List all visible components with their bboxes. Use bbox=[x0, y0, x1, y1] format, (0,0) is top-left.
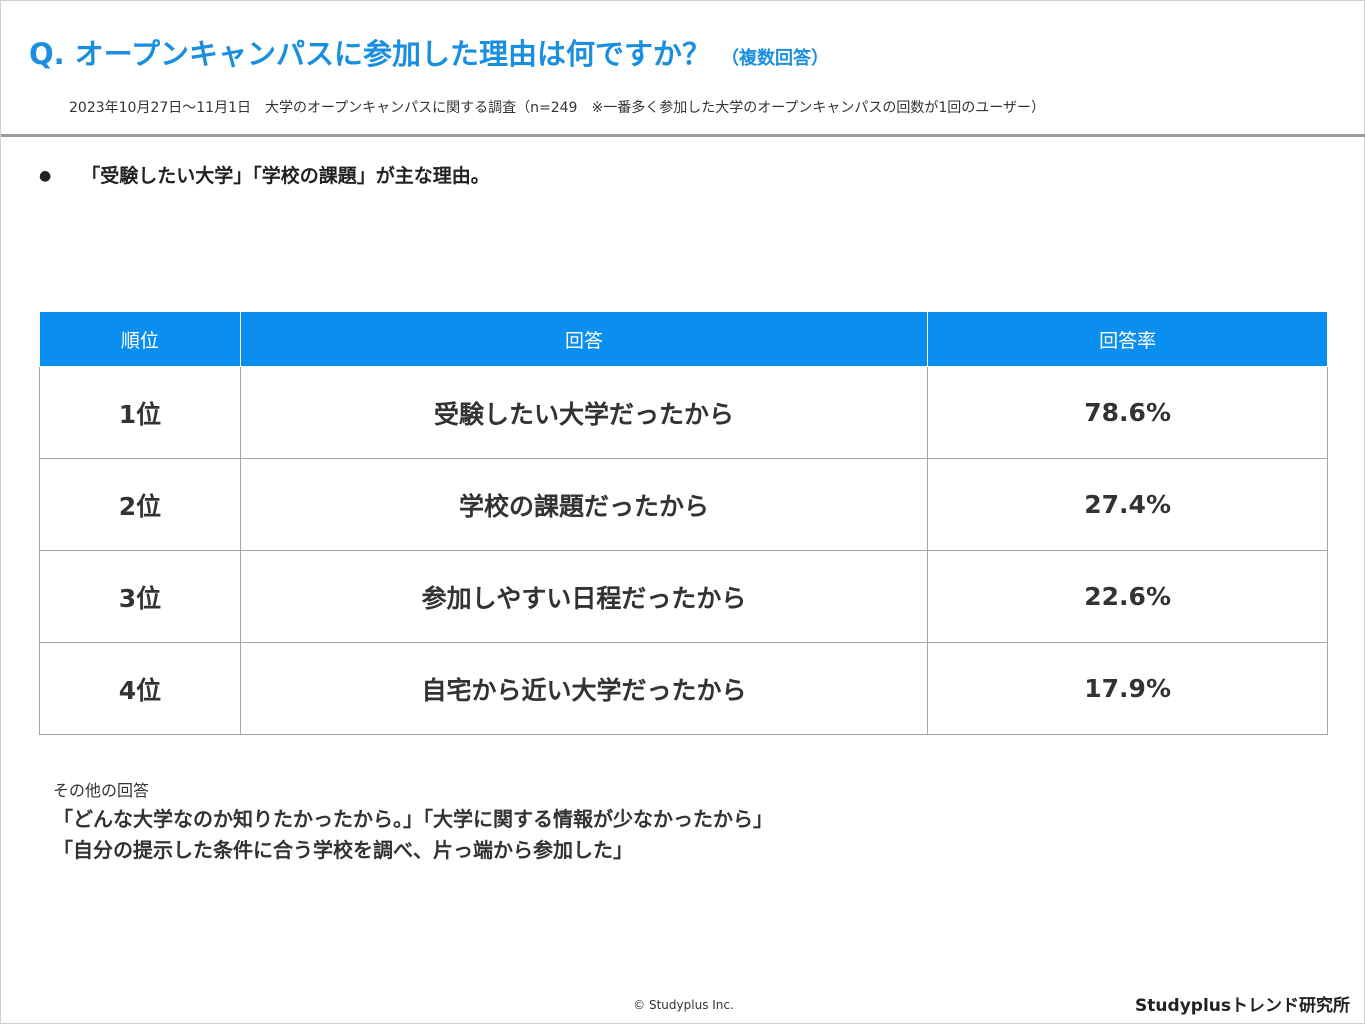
survey-note: 2023年10月27日～11月1日 大学のオープンキャンパスに関する調査（n=2… bbox=[69, 100, 1045, 116]
header-divider bbox=[1, 134, 1365, 137]
bullet-icon: ● bbox=[39, 168, 52, 184]
rank-cell: 4位 bbox=[39, 642, 241, 735]
header-rate: 回答率 bbox=[927, 311, 1328, 367]
table-header-row: 順位 回答 回答率 bbox=[39, 311, 1328, 367]
summary-text: 「受験したい大学」「学校の課題」が主な理由。 bbox=[81, 165, 490, 187]
summary-bullet: ● 「受験したい大学」「学校の課題」が主な理由。 bbox=[39, 161, 490, 188]
other-answer-line: 「自分の提示した条件に合う学校を調べ、片っ端から参加した」 bbox=[53, 838, 633, 862]
copyright: © Studyplus Inc. bbox=[633, 998, 734, 1012]
rate-cell: 27.4% bbox=[927, 458, 1328, 551]
rank-cell: 3位 bbox=[39, 550, 241, 643]
header-answer: 回答 bbox=[239, 311, 929, 367]
table-row: 1位 受験したい大学だったから 78.6% bbox=[39, 366, 1328, 459]
header-rank: 順位 bbox=[39, 311, 241, 367]
brand-logo: Studyplusトレンド研究所 bbox=[1135, 996, 1350, 1016]
table-row: 4位 自宅から近い大学だったから 17.9% bbox=[39, 642, 1328, 735]
table-row: 2位 学校の課題だったから 27.4% bbox=[39, 458, 1328, 551]
rate-cell: 78.6% bbox=[927, 366, 1328, 459]
other-answers: その他の回答 「どんな大学なのか知りたかったから。」「大学に関する情報が少なかっ… bbox=[53, 777, 773, 863]
rank-cell: 2位 bbox=[39, 458, 241, 551]
answer-cell: 受験したい大学だったから bbox=[239, 366, 929, 459]
answer-cell: 自宅から近い大学だったから bbox=[239, 642, 929, 735]
title-subtext: （複数回答） bbox=[721, 48, 830, 69]
table-row: 3位 参加しやすい日程だったから 22.6% bbox=[39, 550, 1328, 643]
rank-cell: 1位 bbox=[39, 366, 241, 459]
answer-cell: 学校の課題だったから bbox=[239, 458, 929, 551]
other-answer-line: 「どんな大学なのか知りたかったから。」「大学に関する情報が少なかったから」 bbox=[53, 807, 773, 831]
title-text: Q. オープンキャンパスに参加した理由は何ですか？ bbox=[29, 37, 712, 71]
other-answers-label: その他の回答 bbox=[53, 781, 150, 800]
page-title: Q. オープンキャンパスに参加した理由は何ですか？ （複数回答） bbox=[29, 31, 829, 73]
rate-cell: 17.9% bbox=[927, 642, 1328, 735]
ranking-table: 順位 回答 回答率 1位 受験したい大学だったから 78.6% 2位 学校の課題… bbox=[39, 311, 1328, 735]
rate-cell: 22.6% bbox=[927, 550, 1328, 643]
answer-cell: 参加しやすい日程だったから bbox=[239, 550, 929, 643]
